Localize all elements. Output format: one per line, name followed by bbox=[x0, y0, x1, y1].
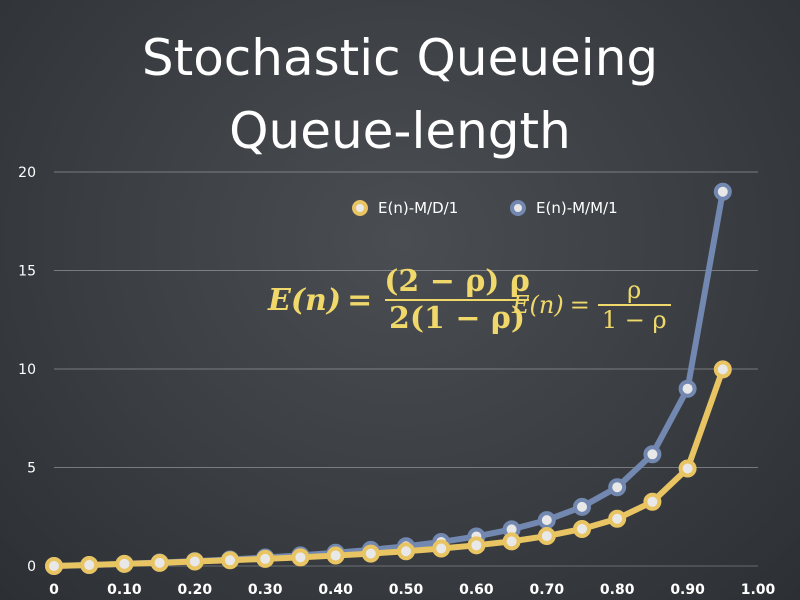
series-group bbox=[45, 182, 732, 575]
data-point-mm1 bbox=[573, 497, 591, 516]
formula-md1-equals: = bbox=[347, 282, 373, 318]
data-point-md1 bbox=[537, 527, 556, 546]
legend-label: E(n)-M/M/1 bbox=[536, 199, 618, 217]
data-point-md1 bbox=[397, 542, 415, 561]
data-point-md1 bbox=[643, 492, 662, 511]
data-point-md1 bbox=[361, 544, 380, 563]
formula-mm1-equals: = bbox=[569, 291, 590, 319]
data-point-md1 bbox=[678, 459, 697, 478]
data-point-mm1 bbox=[678, 379, 697, 398]
legend-label: E(n)-M/D/1 bbox=[378, 199, 458, 217]
formula-md1-numerator: (2 − ρ) ρ bbox=[384, 264, 530, 299]
x-tick-label: 0.20 bbox=[178, 582, 213, 598]
x-tick-label: 0.40 bbox=[318, 582, 353, 598]
x-tick-label: 0 bbox=[49, 582, 59, 598]
data-point-md1 bbox=[326, 546, 345, 565]
data-point-md1 bbox=[80, 556, 99, 575]
data-point-md1 bbox=[291, 548, 310, 567]
data-point-mm1 bbox=[713, 182, 732, 201]
title-line2: Queue-length bbox=[229, 102, 571, 160]
x-tick-label: 0.80 bbox=[600, 582, 635, 598]
x-tick-label: 1.00 bbox=[741, 582, 776, 598]
data-point-md1 bbox=[150, 553, 169, 572]
x-tick-labels: 0 0.10 0.20 0.30 0.40 0.50 0.60 0.70 0.80 0.90 1.0… bbox=[49, 582, 775, 598]
series-line-mm1 bbox=[51, 188, 726, 569]
data-point-md1 bbox=[608, 509, 627, 528]
y-tick-labels: 0 5 10 15 20 bbox=[18, 165, 36, 575]
formula-md1-denominator: 2(1 − ρ) bbox=[384, 299, 530, 336]
formula-mm1: E(n) = ρ 1 − ρ bbox=[512, 276, 671, 334]
x-tick-label: 0.30 bbox=[248, 582, 283, 598]
data-point-md1 bbox=[713, 360, 732, 379]
title-line1: Stochastic Queueing bbox=[141, 29, 659, 87]
formula-md1-fraction: (2 − ρ) ρ 2(1 − ρ) bbox=[380, 264, 534, 336]
legend-marker bbox=[352, 200, 368, 216]
formula-mm1-lhs: E(n) bbox=[512, 291, 564, 319]
data-point-md1 bbox=[573, 519, 591, 538]
x-tick-label: 0.60 bbox=[459, 582, 494, 598]
data-point-md1 bbox=[115, 554, 134, 573]
y-tick-label: 10 bbox=[18, 362, 36, 378]
formula-mm1-fraction: ρ 1 − ρ bbox=[597, 276, 671, 334]
formula-mm1-denominator: 1 − ρ bbox=[597, 304, 671, 334]
data-point-md1 bbox=[221, 551, 239, 570]
data-point-md1 bbox=[185, 552, 204, 571]
x-tick-label: 0.50 bbox=[389, 582, 424, 598]
y-tick-label: 15 bbox=[18, 264, 36, 280]
formula-md1: E(n) = (2 − ρ) ρ 2(1 − ρ) bbox=[268, 264, 534, 336]
y-tick-label: 5 bbox=[27, 461, 36, 477]
gridlines bbox=[54, 171, 758, 567]
data-point-md1 bbox=[432, 539, 451, 558]
data-point-md1 bbox=[467, 536, 486, 555]
formula-mm1-numerator: ρ bbox=[627, 276, 642, 304]
data-point-md1 bbox=[45, 557, 63, 575]
data-point-mm1 bbox=[608, 478, 627, 497]
data-point-md1 bbox=[502, 532, 521, 551]
data-point-md1 bbox=[256, 549, 275, 568]
data-point-mm1 bbox=[537, 511, 556, 530]
y-tick-label: 20 bbox=[18, 165, 36, 181]
y-tick-label: 0 bbox=[27, 559, 36, 575]
data-point-mm1 bbox=[643, 445, 662, 464]
legend: E(n)-M/D/1 E(n)-M/M/1 bbox=[352, 199, 618, 217]
x-tick-label: 0.90 bbox=[670, 582, 705, 598]
legend-marker bbox=[510, 200, 526, 216]
formula-md1-lhs: E(n) bbox=[268, 282, 342, 318]
x-tick-label: 0.70 bbox=[530, 582, 565, 598]
x-tick-label: 0.10 bbox=[107, 582, 142, 598]
